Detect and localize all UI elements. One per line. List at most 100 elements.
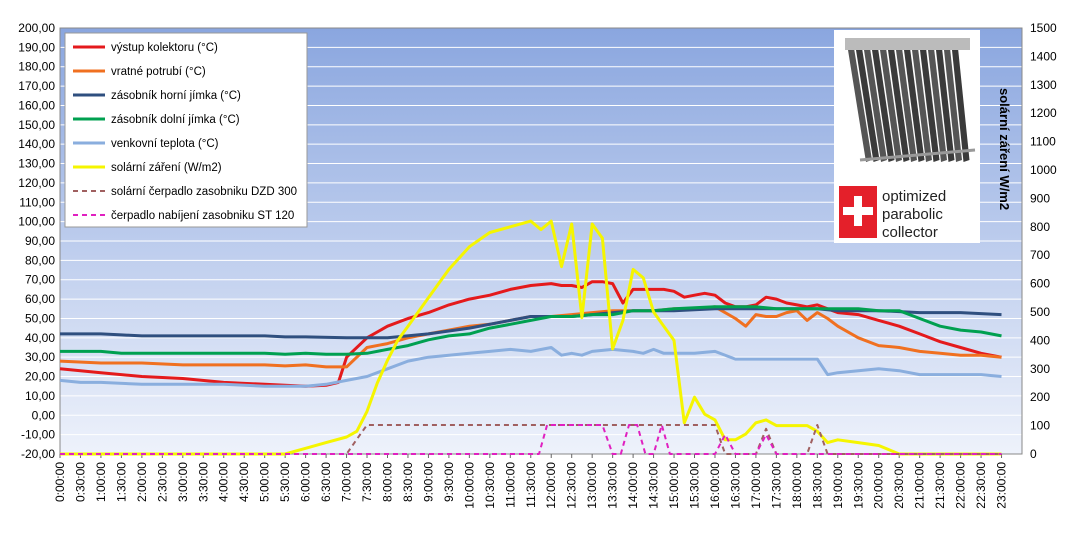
legend-label: vratné potrubí (°C) [111,66,206,78]
collector-tube [856,48,880,162]
x-tick-label: 5:30:00 [278,462,292,502]
collector-tube [904,48,925,162]
x-tick-label: 6:30:00 [319,462,333,502]
x-tick-label: 0:30:00 [73,462,87,502]
y-right-tick-label: 300 [1030,362,1050,376]
y-left-tick-label: 70,00 [25,273,55,287]
y-right-tick-label: 800 [1030,220,1050,234]
x-tick-label: 10:00:00 [462,462,476,509]
collector-frame [859,148,976,162]
collector-header [845,38,970,50]
legend-label: venkovní teplota (°C) [111,138,219,150]
x-tick-label: 3:30:00 [196,462,210,502]
x-tick-label: 4:30:00 [237,462,251,502]
x-ticks: 0:00:00 0:30:00 1:00:00 1:30:00 2:00:00 2:30:… [53,454,1009,509]
promo-brand-line1: optimized [882,188,946,205]
x-tick-label: 10:30:00 [483,462,497,509]
x-tick-label: 7:00:00 [340,462,354,502]
series-line [60,424,1002,455]
x-tick-label: 8:00:00 [380,462,394,502]
y-left-tick-label: 100,00 [18,215,55,229]
collector-tube [888,48,910,162]
x-tick-label: 19:00:00 [831,462,845,509]
x-tick-label: 20:00:00 [872,462,886,509]
y-right-tick-label: 200 [1030,390,1050,404]
y-right-tick-label: 500 [1030,305,1050,319]
y-left-tick-label: 200,00 [18,21,55,35]
y-left-tick-label: 110,00 [19,195,55,209]
x-tick-label: 11:00:00 [503,462,517,508]
x-tick-label: 3:00:00 [176,462,190,502]
x-tick-label: 2:00:00 [135,462,149,502]
x-tick-label: 5:00:00 [258,462,272,502]
collector-tube [864,48,887,162]
x-tick-label: 22:00:00 [954,462,968,509]
y-left-tick-label: 30,00 [25,350,55,364]
promo-brand-line2: parabolic [882,206,943,223]
collector-tube [936,48,955,162]
x-tick-label: 19:30:00 [851,462,865,509]
y-right-ticks: 0 100 200 300 400 500 600 700 800 900 1000 1100 1200… [1030,21,1057,461]
y-left-tick-label: 190,00 [18,40,55,54]
x-tick-label: 13:00:00 [585,462,599,509]
y-left-tick-label: 50,00 [25,311,55,325]
y-right-tick-label: 900 [1030,191,1050,205]
collector-tube [952,48,970,162]
x-tick-label: 23:00:00 [995,462,1009,509]
x-tick-label: 8:30:00 [401,462,415,502]
series-line [60,424,1002,455]
y-right-tick-label: 0 [1030,447,1037,461]
series-line [60,219,1002,456]
collector-tube [928,48,947,162]
x-tick-label: 14:30:00 [647,462,661,509]
y-right-tick-label: 700 [1030,248,1050,262]
legend-label: solární čerpadlo zasobniku DZD 300 [111,186,297,198]
x-tick-label: 1:30:00 [114,462,128,502]
legend-label: solární záření (W/m2) [111,162,222,174]
x-tick-label: 22:30:00 [974,462,988,509]
x-tick-label: 21:30:00 [933,462,947,509]
collector-tube [920,48,940,162]
legend: výstup kolektoru (°C) vratné potrubí (°C)… [64,32,308,228]
x-tick-label: 6:00:00 [299,462,313,502]
y-left-tick-label: 160,00 [18,98,55,112]
y-left-tick-label: 150,00 [18,118,55,132]
x-tick-label: 2:30:00 [155,462,169,502]
x-tick-label: 0:00:00 [53,462,67,502]
y-right-tick-label: 1100 [1030,135,1056,149]
legend-label: zásobník dolní jímka (°C) [111,114,240,126]
x-tick-label: 13:30:00 [606,462,620,509]
x-tick-label: 15:00:00 [667,462,681,509]
collector-tube [880,48,902,162]
y-left-tick-label: 130,00 [18,157,55,171]
x-tick-label: 9:30:00 [442,462,456,502]
collector-illustration [845,38,976,162]
x-tick-label: 16:00:00 [708,462,722,509]
legend-label: zásobník horní jímka (°C) [111,90,241,102]
y-right-tick-label: 1200 [1030,106,1057,120]
plot-border [59,27,1023,455]
y-right-tick-label: 1300 [1030,78,1057,92]
x-tick-label: 18:00:00 [790,462,804,509]
collector-tube [944,48,962,162]
y-left-tick-label: 20,00 [25,370,55,384]
y-right-tick-label: 1400 [1030,49,1057,63]
x-tick-label: 1:00:00 [94,462,108,502]
x-tick-label: 11:30:00 [524,462,538,508]
y-right-tick-label: 100 [1030,419,1050,433]
y-left-tick-label: 140,00 [18,137,55,151]
collector-tube [912,48,932,162]
x-tick-label: 16:30:00 [728,462,742,509]
x-tick-label: 12:00:00 [544,462,558,509]
y-left-tick-label: -10,00 [21,428,55,442]
series-line [60,305,1002,356]
series-lines [59,219,1002,456]
x-tick-label: 15:30:00 [688,462,702,509]
x-tick-label: 14:00:00 [626,462,640,509]
series-line [59,346,1002,388]
x-tick-label: 20:30:00 [892,462,906,509]
x-tick-label: 7:30:00 [360,462,374,502]
y-left-ticks: -20,00 -10,00 0,00 10,00 20,00 30,00 40,00 50,0… [18,21,55,461]
x-tick-label: 17:30:00 [769,462,783,509]
